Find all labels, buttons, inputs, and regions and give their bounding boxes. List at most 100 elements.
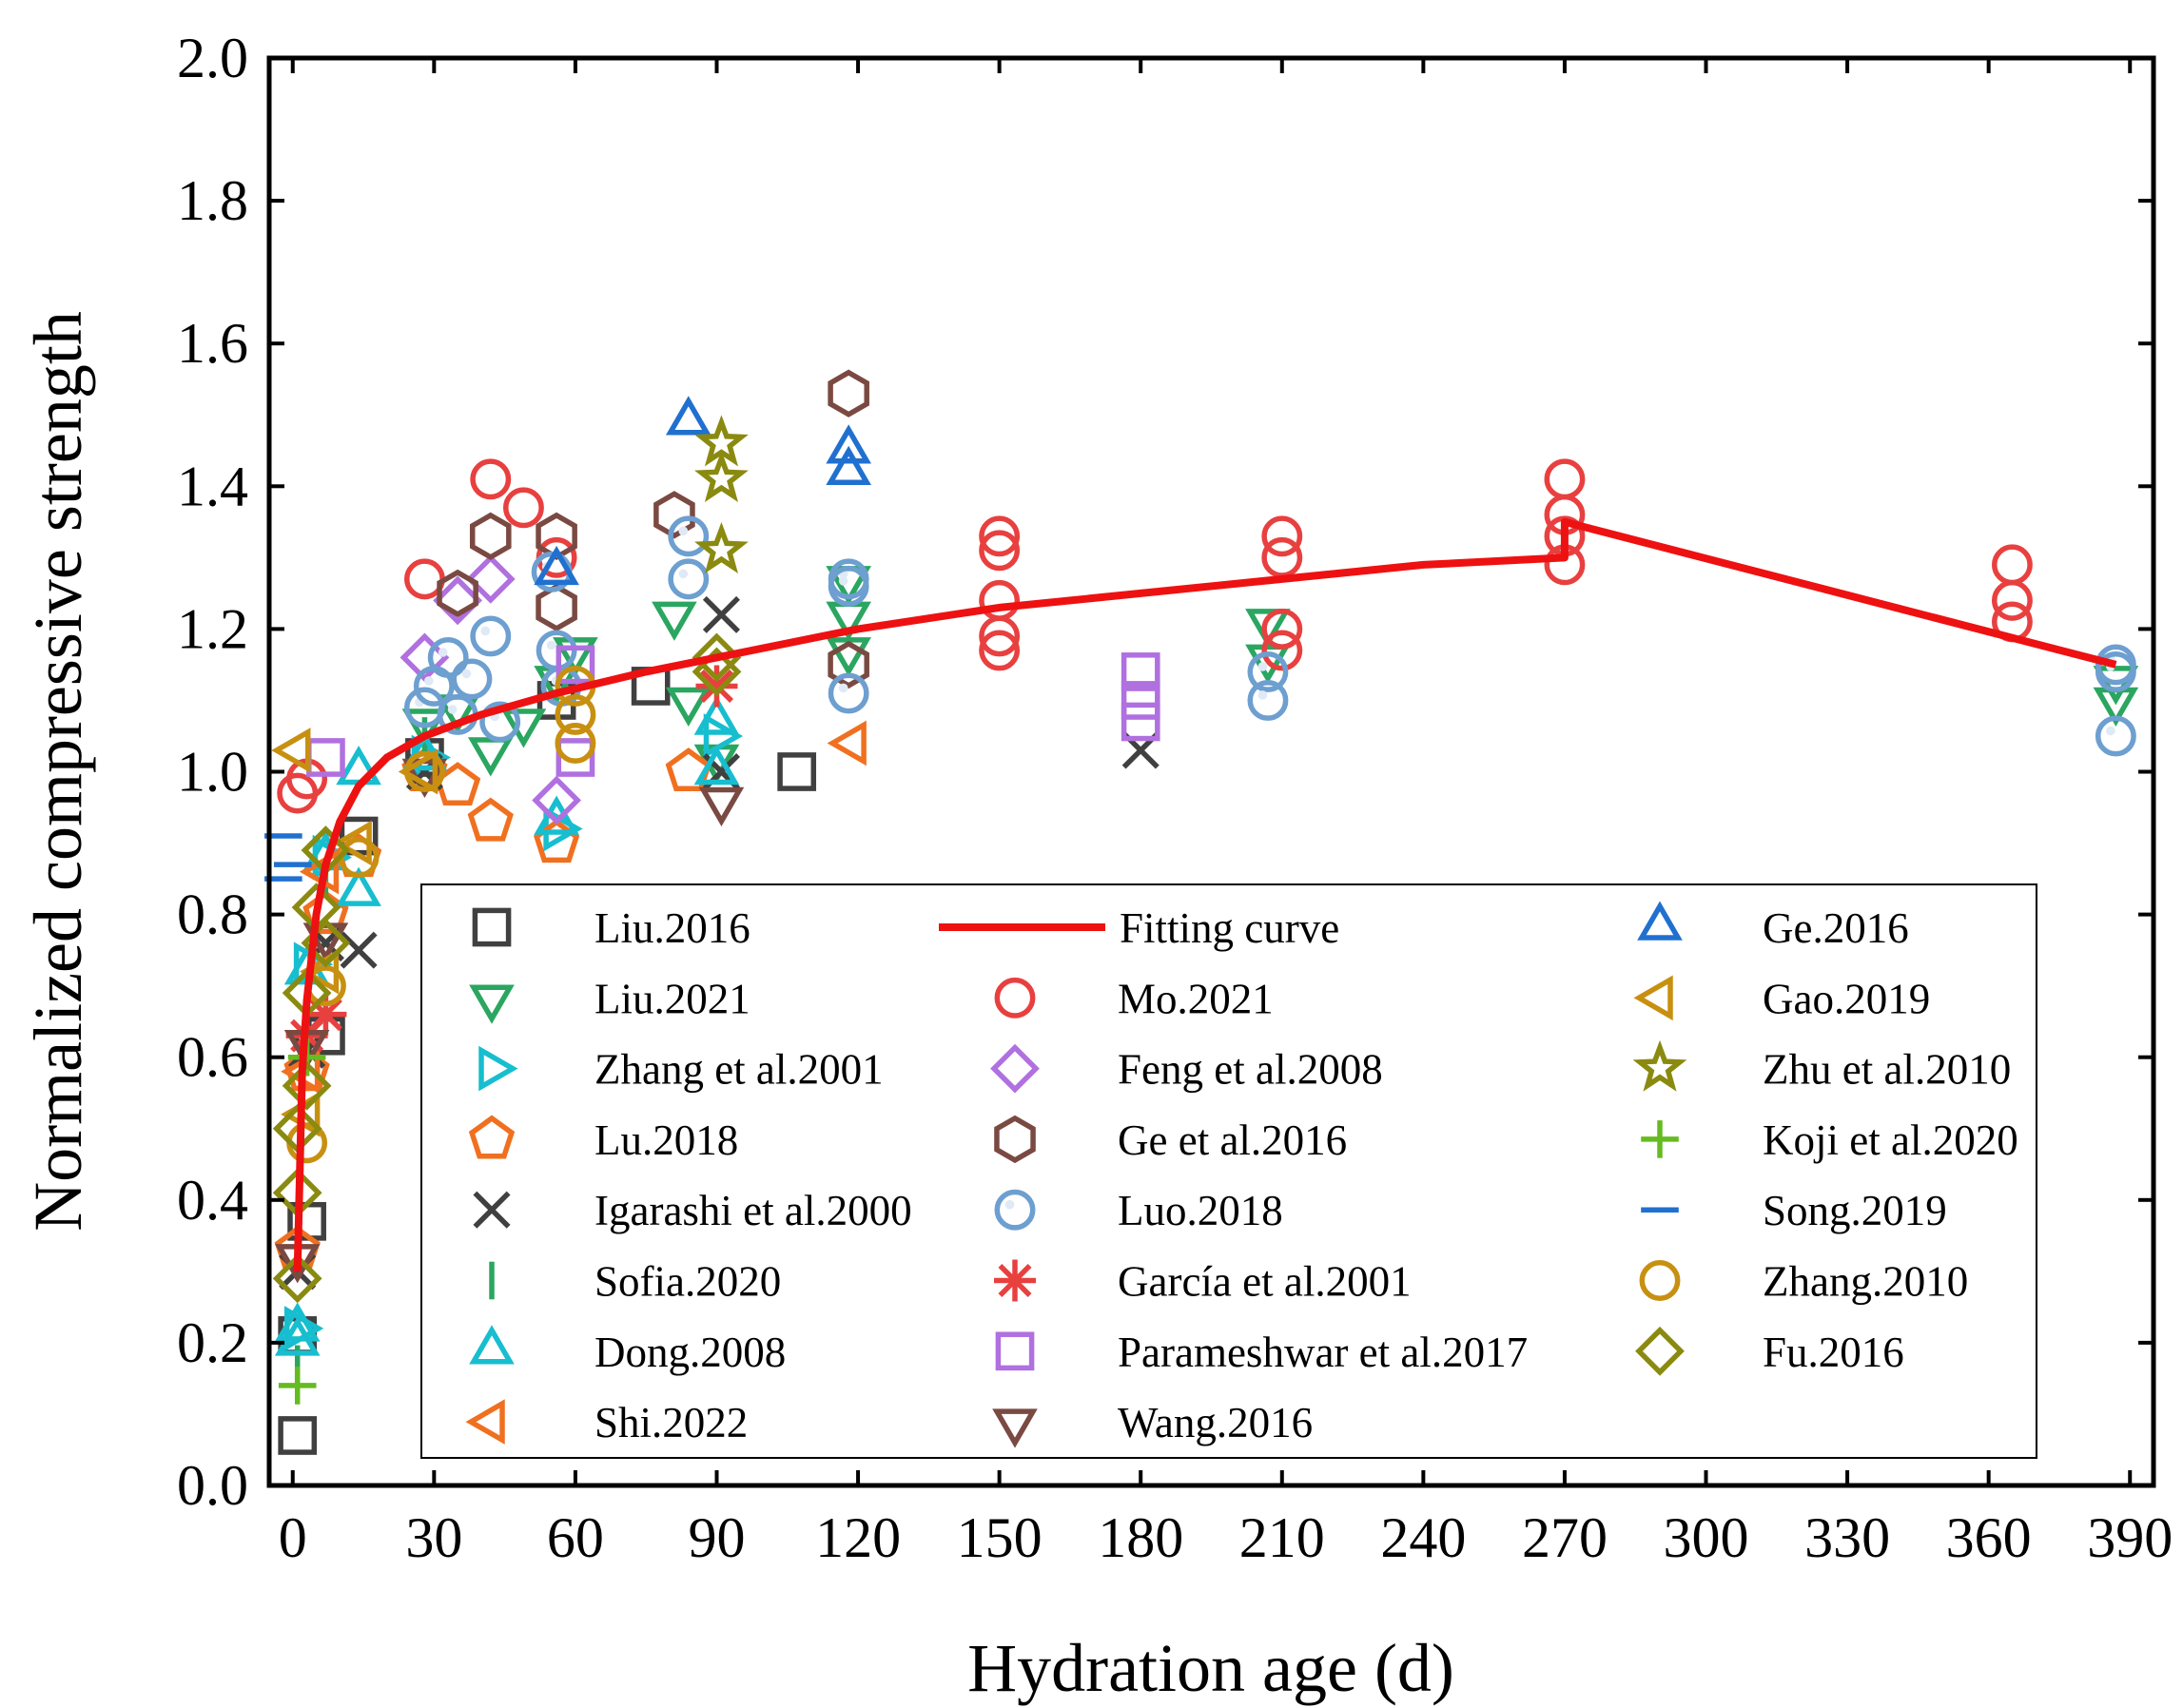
legend-item-fu-2016: Fu.2016 xyxy=(1635,1326,1904,1376)
legend-item-zhang-et-al-2001: Zhang et al.2001 xyxy=(478,1046,884,1094)
point-liu-2021 xyxy=(401,708,448,748)
y-tick-label: 0.8 xyxy=(177,883,248,946)
legend-item-mo-2021: Mo.2021 xyxy=(994,975,1274,1022)
point-gao-2019 xyxy=(271,728,311,773)
point-fu-2016 xyxy=(282,1060,332,1111)
legend-label: Dong.2008 xyxy=(594,1329,786,1376)
point-luo-2018 xyxy=(470,615,512,657)
point-fu-2016 xyxy=(692,632,742,683)
legend-label: Luo.2018 xyxy=(1118,1187,1283,1234)
y-tick-label: 1.6 xyxy=(177,312,248,375)
legend-symbol xyxy=(1637,901,1683,941)
legend-label: Liu.2016 xyxy=(594,904,750,952)
y-tick-label: 0.0 xyxy=(177,1454,248,1517)
legend-symbol xyxy=(1635,1326,1685,1376)
point-parameshwar-et-al-2017 xyxy=(555,645,595,685)
legend-item-koji-et-al-2020: Koji et al.2020 xyxy=(1641,1116,2018,1164)
legend-label: Mo.2021 xyxy=(1118,975,1274,1022)
legend-item-liu-2021: Liu.2021 xyxy=(469,975,750,1024)
legend-symbol xyxy=(992,1408,1038,1448)
legend-label: Lu.2018 xyxy=(594,1116,738,1164)
legend-item-gao-2019: Gao.2019 xyxy=(1633,975,1930,1022)
point-parameshwar-et-al-2017 xyxy=(555,738,595,777)
y-tick-label: 1.2 xyxy=(177,597,248,660)
x-tick-label: 300 xyxy=(1664,1506,1749,1569)
point-wang-2016 xyxy=(698,786,745,827)
point-lu-2018 xyxy=(467,797,514,842)
point-shi-2022 xyxy=(827,720,867,767)
point-luo-2018 xyxy=(828,672,869,714)
legend-label: Koji et al.2020 xyxy=(1763,1116,2018,1164)
point-liu-2016 xyxy=(777,752,817,791)
point-zhang-et-al-2001 xyxy=(703,713,743,759)
point-luo-2018 xyxy=(451,658,493,700)
point-ge-2016 xyxy=(826,445,871,486)
point-ge-et-al-2016 xyxy=(536,583,577,632)
point-feng-et-al-2008 xyxy=(465,553,516,604)
legend-symbol xyxy=(468,1115,516,1159)
legend-label: Parameshwar et al.2017 xyxy=(1118,1329,1528,1376)
point-mo-2021 xyxy=(470,458,512,500)
point-parameshwar-et-al-2017 xyxy=(1121,681,1160,720)
point-liu-2021 xyxy=(1245,609,1291,649)
legend-symbol xyxy=(994,1115,1036,1164)
point-ge-2016 xyxy=(826,424,871,464)
point-mo-2021 xyxy=(1544,458,1586,500)
legend-symbol xyxy=(469,984,515,1024)
point-ge-2016 xyxy=(665,396,711,436)
x-tick-label: 30 xyxy=(405,1506,462,1569)
point-luo-2018 xyxy=(828,565,869,607)
legend-symbol xyxy=(1633,975,1673,1021)
point-dong-2008 xyxy=(693,695,740,735)
legend-item-lu-2018: Lu.2018 xyxy=(468,1115,738,1164)
point-lu-2018 xyxy=(283,1047,330,1092)
legend-item-liu-2016: Liu.2016 xyxy=(472,904,750,952)
point-zhang-2010 xyxy=(555,723,596,764)
legend-item-igarashi-et-al-2000: Igarashi et al.2000 xyxy=(473,1187,912,1234)
fitting-curve-line xyxy=(293,517,2117,1271)
point-parameshwar-et-al-2017 xyxy=(1121,702,1160,742)
legend-symbol xyxy=(994,1189,1036,1231)
point-zhu-et-al-2010 xyxy=(694,521,749,573)
point-feng-et-al-2008 xyxy=(532,775,581,825)
point-mo-2021 xyxy=(979,530,1021,572)
point-luo-2018 xyxy=(2095,715,2136,757)
x-tick-label: 360 xyxy=(1946,1506,2032,1569)
y-tick-label: 1.8 xyxy=(177,169,248,232)
legend-label: Ge.2016 xyxy=(1763,904,1909,952)
point-parameshwar-et-al-2017 xyxy=(306,738,345,777)
legend-label: Ge et al.2016 xyxy=(1118,1116,1347,1164)
x-tick-label: 60 xyxy=(547,1506,604,1569)
legend-item-wang-2016: Wang.2016 xyxy=(992,1399,1313,1448)
legend-symbol xyxy=(994,977,1036,1019)
point-parameshwar-et-al-2017 xyxy=(1121,652,1160,691)
legend-label: Zhang et al.2001 xyxy=(594,1046,884,1094)
legend-symbol xyxy=(473,1191,511,1229)
point-mo-2021 xyxy=(979,515,1021,557)
legend-item-feng-et-al-2008: Feng et al.2008 xyxy=(990,1043,1383,1094)
legend-item-ge-et-al-2016: Ge et al.2016 xyxy=(994,1115,1347,1164)
legend-label: Zhang.2010 xyxy=(1763,1258,1968,1306)
point-dong-2008 xyxy=(274,1302,321,1342)
point-mo-2021 xyxy=(979,615,1021,657)
legend-item-parameshwar-et-al-2017: Parameshwar et al.2017 xyxy=(995,1329,1528,1376)
legend-symbol xyxy=(469,1325,515,1365)
legend-label: Liu.2021 xyxy=(594,975,750,1022)
legend-item-zhang-2010: Zhang.2010 xyxy=(1639,1258,1968,1306)
point-lu-2018 xyxy=(665,747,711,792)
legend: Liu.2016 Liu.2021 Zhang et al.2001 Lu.2018 I… xyxy=(420,883,2037,1459)
point-fu-2016 xyxy=(272,1253,322,1304)
point-liu-2021 xyxy=(553,637,598,677)
point-luo-2018 xyxy=(1247,650,1289,692)
point-ge-et-al-2016 xyxy=(653,491,695,539)
x-tick-label: 0 xyxy=(279,1506,307,1569)
legend-label: Wang.2016 xyxy=(1118,1399,1313,1446)
legend-label: Feng et al.2008 xyxy=(1118,1046,1383,1094)
legend-item-song-2019: Song.2019 xyxy=(1641,1187,1947,1234)
legend-label: Fitting curve xyxy=(1120,904,1339,952)
legend-label: Song.2019 xyxy=(1763,1187,1947,1234)
x-tick-label: 240 xyxy=(1380,1506,1466,1569)
axis-ticks: 0 30 60 90 120 150 180 210 240 270 300 330 360 390 0.0… xyxy=(177,27,2173,1569)
legend-item-zhu-et-al-2010: Zhu et al.2010 xyxy=(1632,1039,2011,1094)
legend-label: Shi.2022 xyxy=(594,1399,748,1446)
